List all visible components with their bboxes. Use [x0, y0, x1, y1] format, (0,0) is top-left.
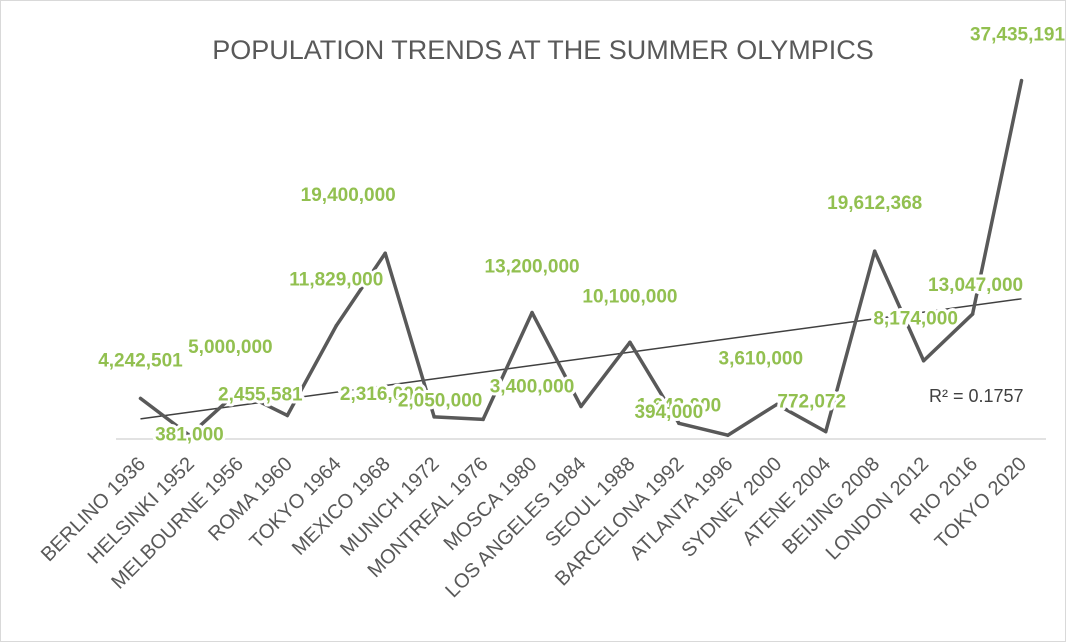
data-label: 4,242,501	[98, 350, 183, 371]
trendline	[140, 298, 1022, 420]
data-label: 11,829,000	[289, 270, 383, 291]
series-line-segment	[628, 340, 681, 426]
data-label: 3,610,000	[719, 348, 804, 369]
series-line-segment	[677, 421, 730, 437]
series-line-segment	[138, 396, 192, 438]
data-label: 381,000	[155, 424, 224, 445]
series-line-segment	[530, 310, 583, 409]
data-label: 2,316,000	[340, 384, 425, 405]
series-line-segment	[481, 310, 534, 422]
chart-title: POPULATION TRENDS AT THE SUMMER OLYMPICS	[212, 35, 874, 65]
data-label: 37,435,191	[970, 25, 1065, 46]
series-line-segment	[432, 415, 485, 422]
series-line-segment	[236, 389, 290, 418]
data-label: 13,047,000	[928, 275, 1023, 296]
data-label: 10,100,000	[582, 286, 677, 307]
data-label: 13,200,000	[485, 257, 580, 278]
data-label: 19,400,000	[301, 185, 396, 206]
r-squared-label: R² = 0.1757	[929, 386, 1024, 406]
series-line-segment	[823, 249, 877, 434]
series-line-segment	[285, 323, 339, 418]
series-line-segment	[579, 340, 632, 409]
data-label: 3,400,000	[490, 376, 575, 397]
data-label: 8,174,000	[873, 309, 958, 330]
series-line-segment	[872, 249, 926, 363]
data-label: 394,000	[634, 402, 703, 423]
series-line-segment	[187, 389, 241, 438]
data-label: 19,612,368	[827, 193, 922, 214]
series-line-segment	[334, 251, 387, 328]
series-line-segment	[970, 78, 1024, 316]
data-label: 772,072	[777, 392, 846, 413]
series-line-segment	[726, 402, 779, 437]
series-line-segment	[383, 251, 436, 419]
data-label: 2,455,581	[218, 384, 303, 405]
series-line-segment	[921, 312, 975, 363]
data-label: 5,000,000	[188, 337, 273, 358]
data-label: 1,643,000	[637, 395, 722, 416]
series-line-segment	[775, 402, 828, 434]
data-label: 2,050,000	[398, 390, 483, 411]
